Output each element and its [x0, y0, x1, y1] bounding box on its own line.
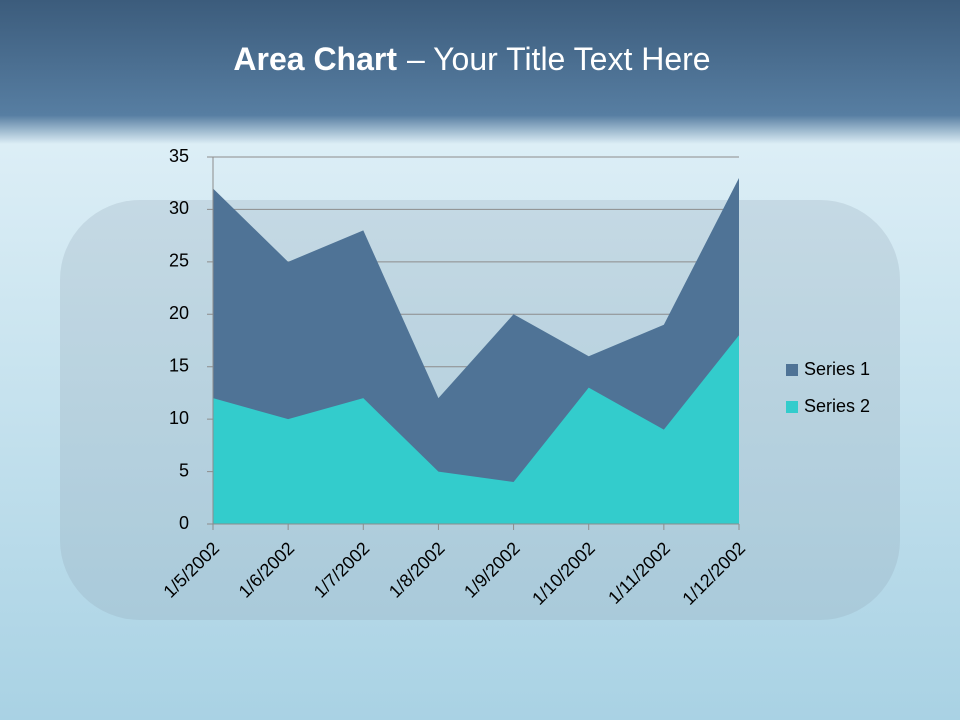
y-tick-label: 20 — [169, 303, 189, 323]
y-tick-label: 0 — [179, 513, 189, 533]
legend-swatch — [786, 401, 798, 413]
y-tick-label: 35 — [169, 146, 189, 166]
y-tick-label: 15 — [169, 355, 189, 375]
y-tick-label: 25 — [169, 251, 189, 271]
legend-label: Series 2 — [804, 396, 870, 416]
title-rest: – Your Title Text Here — [407, 41, 711, 77]
y-tick-label: 30 — [169, 198, 189, 218]
y-tick-label: 5 — [179, 460, 189, 480]
y-tick-label: 10 — [169, 408, 189, 428]
legend-label: Series 1 — [804, 359, 870, 379]
legend-swatch — [786, 364, 798, 376]
slide-title: Area Chart – Your Title Text Here — [233, 41, 710, 77]
area — [213, 335, 739, 524]
title-bold: Area Chart — [233, 41, 397, 77]
